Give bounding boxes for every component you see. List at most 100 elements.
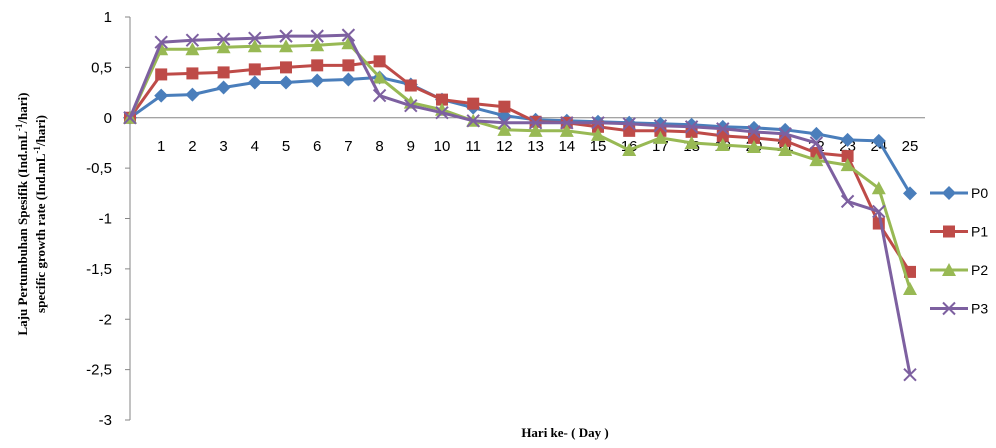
data-point-marker [311,59,324,72]
y-axis-label-2-main: specific growth rate (Ind.mL [33,153,48,313]
x-tick-label: 14 [558,138,575,155]
data-point-marker [341,72,356,87]
data-point-marker [248,31,262,45]
y-tick-label: -3 [99,412,112,429]
data-point-marker [279,75,293,90]
data-point-marker [154,88,169,103]
data-point-marker [903,367,917,382]
data-point-marker [871,133,886,148]
x-tick-label: 1 [157,138,165,155]
x-tick-label: 7 [344,138,352,155]
data-point-marker [279,29,293,43]
data-point-marker [942,186,956,200]
data-point-marker [840,158,855,172]
data-point-marker [778,127,792,141]
x-tick-label: 3 [219,138,227,155]
x-tick-label: 6 [313,138,321,155]
series-lines [123,28,917,382]
y-tick-label: -1 [99,211,112,228]
data-point-marker [872,204,886,219]
data-point-marker [715,119,730,134]
data-point-marker [216,80,231,95]
legend: P0 P1 P2 P3 [930,185,988,317]
data-point-marker [498,100,511,113]
x-tick-label: 4 [251,138,259,155]
y-tick-label: 0 [104,110,112,127]
data-point-marker [310,29,324,43]
data-point-marker [591,116,605,130]
data-point-marker [435,106,449,120]
data-point-marker [310,38,325,52]
x-tick-label: 11 [465,138,481,155]
y-tick-label: -1,5 [86,261,112,278]
y-tick-label: -2,5 [86,362,112,379]
y-tick-labels: 1 0,5 0 -0,5 -1 -1,5 -2 -2,5 -3 [86,9,112,429]
data-point-marker [653,119,668,133]
data-point-marker [942,263,956,276]
data-point-marker [186,67,199,80]
legend-item-p3: P3 [930,301,988,317]
y-axis-label: Laju Pertumbuhan Spesifik (Ind.mL-1/hari… [14,92,48,335]
data-point-marker [341,28,356,42]
y-axis-label-line-1: Laju Pertumbuhan Spesifik (Ind.mL-1/hari… [14,92,30,335]
x-tick-label: 15 [590,138,607,155]
y-tick-label: 0,5 [91,59,112,76]
data-point-marker [436,93,448,106]
data-point-marker [372,70,387,84]
data-point-marker [653,130,668,144]
series-p0 [123,70,917,201]
data-point-marker [185,87,200,102]
x-tick-label: 9 [407,138,415,155]
data-point-marker [942,301,956,316]
data-point-marker [497,116,512,130]
data-point-marker [341,36,356,50]
series-p1 [124,55,916,278]
data-point-marker [747,125,761,139]
data-point-marker [154,35,168,49]
y-axis-label-1-end: /hari) [15,92,30,124]
data-point-marker [716,122,730,136]
data-point-marker [279,39,293,53]
series-line [128,41,912,290]
data-point-marker [559,123,574,137]
data-point-marker [342,59,355,72]
data-point-marker [684,120,699,134]
axes [125,16,925,421]
data-point-marker [903,282,917,296]
data-point-marker [684,135,699,149]
data-point-marker [778,142,793,156]
x-tick-label: 13 [527,138,544,155]
y-axis-label-2-end: /hari) [33,115,48,147]
data-point-marker [404,98,418,113]
data-point-marker [467,97,480,110]
data-point-marker [591,127,605,141]
legend-label: P0 [971,185,988,201]
data-point-marker [528,116,543,130]
series-line [128,33,912,375]
y-axis-label-1-sup: -1 [14,123,24,131]
series-p3 [123,28,917,382]
data-point-marker [185,42,200,56]
y-tick-label: -0,5 [86,160,112,177]
data-point-marker [841,150,854,163]
data-point-marker [747,139,761,153]
data-point-marker [310,73,325,88]
legend-label: P1 [971,224,988,240]
data-point-marker [809,126,824,141]
data-point-marker [123,111,137,125]
series-line [128,59,912,273]
data-point-marker [560,116,574,130]
x-tick-label: 25 [902,138,919,155]
data-point-marker [715,137,730,151]
data-point-marker [466,114,480,128]
legend-item-p0: P0 [930,185,988,201]
data-point-marker [809,136,824,150]
data-point-marker [943,225,955,238]
x-axis-label: Hari ke- ( Day ) [521,425,608,440]
data-point-marker [840,132,855,147]
x-tick-label: 10 [434,138,451,155]
data-point-marker [684,117,699,132]
data-point-marker [216,32,231,46]
